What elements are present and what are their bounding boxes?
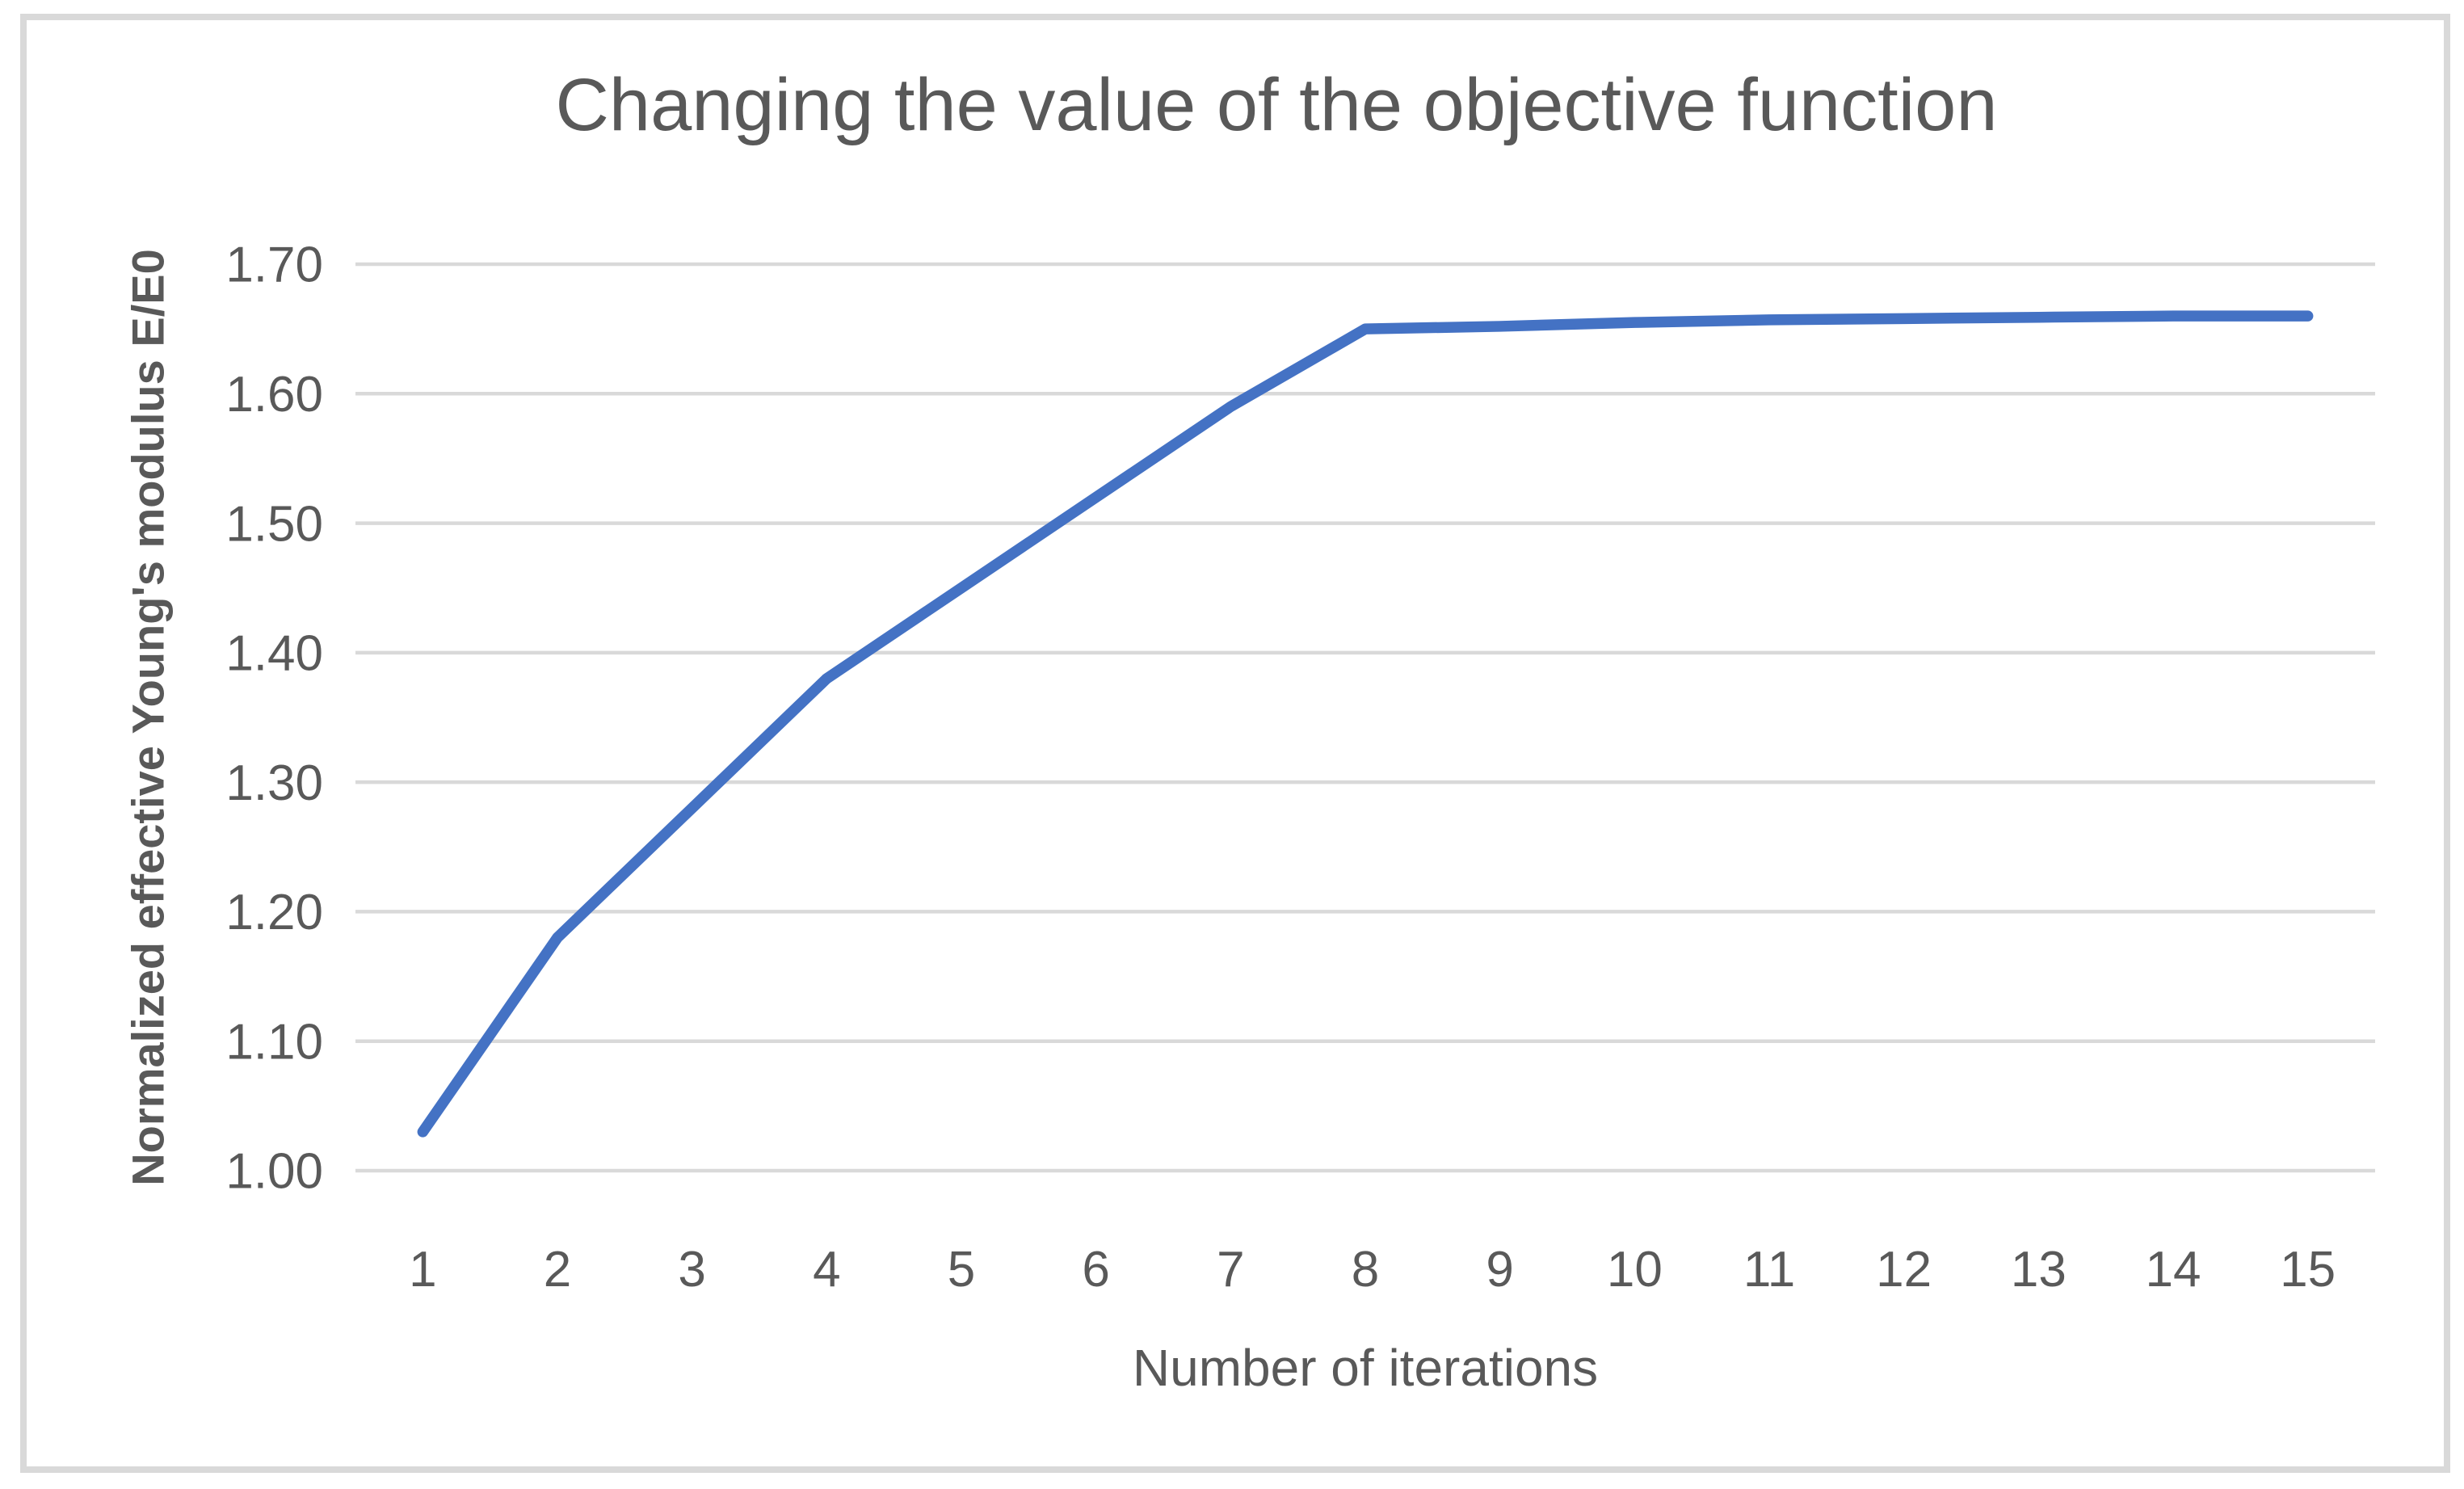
series-group xyxy=(417,310,2314,1138)
chart-title: Changing the value of the objective func… xyxy=(555,64,1998,146)
x-tick-label: 2 xyxy=(544,1242,571,1298)
x-tick-label: 6 xyxy=(1082,1242,1109,1298)
y-tick-label: 1.50 xyxy=(225,496,323,552)
x-axis-title: Number of iterations xyxy=(1132,1339,1599,1397)
series-line xyxy=(417,310,2314,1138)
y-tick-label: 1.70 xyxy=(225,238,323,293)
x-tick-label: 3 xyxy=(678,1242,705,1298)
x-tick-label: 4 xyxy=(813,1242,840,1298)
x-tick-label: 11 xyxy=(1743,1242,1795,1298)
x-tick-label: 10 xyxy=(1607,1242,1663,1298)
x-tick-label: 8 xyxy=(1352,1242,1379,1298)
y-tick-label: 1.00 xyxy=(225,1144,323,1200)
x-tick-label: 14 xyxy=(2146,1242,2201,1298)
x-tick-label: 7 xyxy=(1217,1242,1244,1298)
x-tick-label: 9 xyxy=(1486,1242,1513,1298)
y-tick-labels-group: 1.00 1.10 1.20 1.30 1.40 1.50 1.60 1.70 xyxy=(225,238,323,1200)
y-tick-label: 1.20 xyxy=(225,885,323,940)
y-axis-title: Normalized effective Young's modulus E/E… xyxy=(122,249,174,1186)
x-tick-label: 13 xyxy=(2011,1242,2067,1298)
gridlines-group xyxy=(355,262,2375,1173)
x-tick-label: 15 xyxy=(2280,1242,2336,1298)
y-tick-label: 1.30 xyxy=(225,755,323,811)
y-tick-label: 1.10 xyxy=(225,1014,323,1070)
x-tick-labels-group: 1 2 3 4 5 6 7 8 9 10 11 12 13 14 15 xyxy=(409,1242,2336,1298)
chart-border xyxy=(20,14,2450,1473)
x-tick-label: 12 xyxy=(1876,1242,1932,1298)
y-tick-label: 1.40 xyxy=(225,626,323,682)
x-tick-label: 5 xyxy=(948,1242,975,1298)
y-tick-label: 1.60 xyxy=(225,367,323,423)
x-tick-label: 1 xyxy=(409,1242,436,1298)
